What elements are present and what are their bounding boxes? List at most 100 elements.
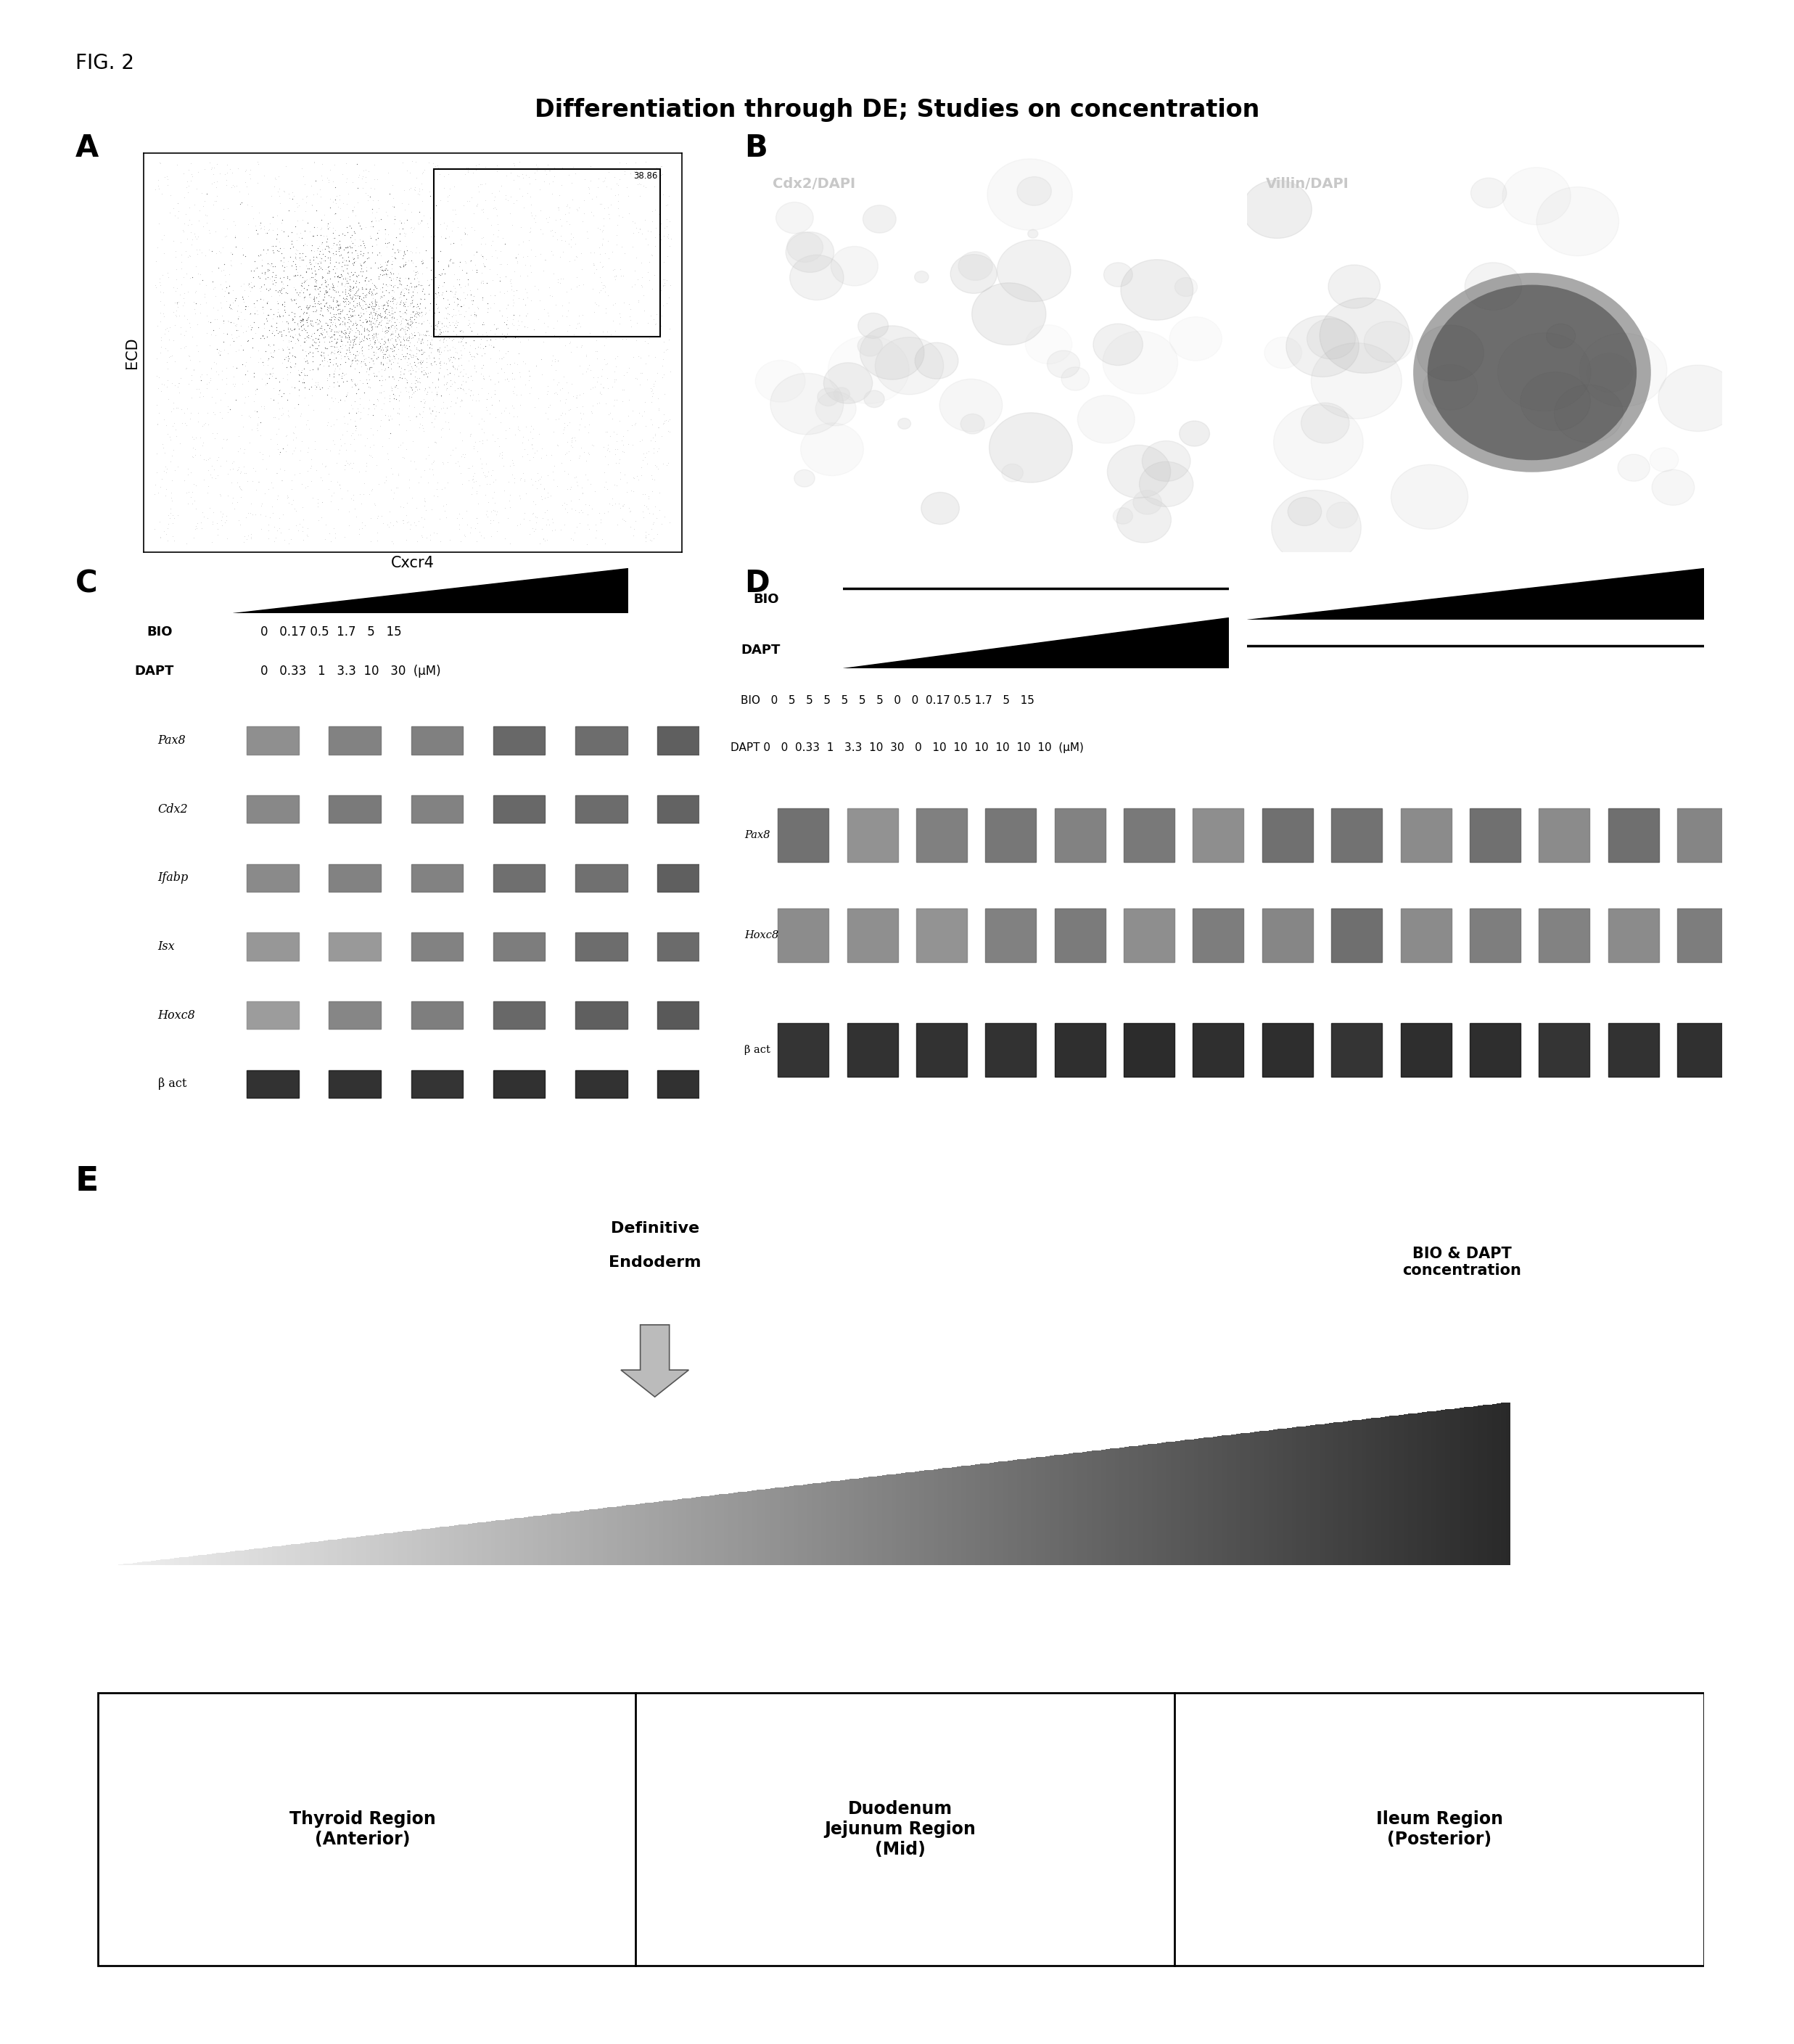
Circle shape: [960, 415, 985, 433]
Point: [273, 305, 301, 337]
Point: [239, 464, 267, 497]
Point: [366, 202, 395, 235]
Point: [382, 286, 411, 319]
Point: [348, 345, 377, 378]
Point: [605, 164, 633, 196]
Point: [282, 243, 310, 276]
Point: [319, 409, 348, 442]
Bar: [565, 1513, 570, 1566]
Point: [640, 464, 669, 497]
Point: [316, 409, 344, 442]
Point: [551, 509, 579, 542]
Point: [285, 241, 314, 274]
Point: [639, 378, 667, 411]
Point: [237, 341, 266, 374]
Bar: [542, 1515, 547, 1566]
Point: [404, 296, 432, 329]
Point: [325, 239, 353, 272]
Bar: [1263, 908, 1313, 963]
Point: [440, 323, 468, 356]
Point: [355, 352, 384, 384]
Bar: [1385, 1416, 1390, 1566]
Circle shape: [1028, 229, 1039, 237]
Point: [603, 227, 631, 260]
Point: [472, 390, 501, 423]
Point: [274, 307, 303, 339]
Point: [323, 303, 352, 335]
Point: [233, 466, 262, 499]
Point: [495, 450, 524, 482]
Point: [210, 280, 239, 313]
Point: [440, 309, 468, 341]
Point: [560, 221, 588, 253]
Bar: [328, 1539, 332, 1566]
Point: [553, 425, 581, 458]
Point: [502, 159, 531, 192]
Point: [445, 370, 474, 403]
Point: [549, 417, 578, 450]
Point: [565, 350, 594, 382]
Point: [325, 468, 353, 501]
Point: [282, 253, 310, 286]
Point: [359, 294, 388, 327]
Point: [535, 509, 563, 542]
Point: [362, 360, 391, 392]
Point: [411, 153, 440, 186]
Point: [339, 331, 368, 364]
Point: [335, 298, 364, 331]
Point: [644, 219, 673, 251]
Point: [343, 274, 371, 307]
Point: [305, 305, 334, 337]
Point: [648, 300, 676, 333]
Point: [352, 153, 380, 186]
Point: [266, 262, 294, 294]
Point: [319, 211, 348, 243]
Point: [346, 325, 375, 358]
Point: [305, 503, 334, 536]
Point: [483, 515, 511, 548]
Point: [237, 266, 266, 298]
Point: [212, 444, 240, 476]
Point: [366, 405, 395, 437]
Point: [262, 300, 291, 333]
Point: [405, 286, 434, 319]
Point: [538, 339, 567, 372]
Point: [335, 292, 364, 325]
Point: [321, 256, 350, 288]
Point: [529, 521, 558, 554]
Point: [215, 258, 244, 290]
Point: [309, 237, 337, 270]
Point: [246, 206, 274, 239]
Point: [325, 262, 353, 294]
Point: [278, 423, 307, 456]
Point: [377, 247, 405, 280]
Point: [361, 307, 389, 339]
Point: [350, 296, 379, 329]
Bar: [425, 1529, 431, 1566]
Point: [405, 345, 434, 378]
Point: [181, 286, 210, 319]
Point: [274, 341, 303, 374]
Bar: [1607, 807, 1659, 863]
Point: [303, 303, 332, 335]
Circle shape: [997, 239, 1071, 303]
Point: [359, 347, 388, 380]
Point: [307, 309, 335, 341]
Point: [565, 482, 594, 515]
Point: [605, 145, 633, 178]
Point: [298, 444, 327, 476]
Point: [391, 282, 420, 315]
Point: [389, 290, 418, 323]
Point: [610, 237, 639, 270]
Bar: [1310, 1425, 1315, 1566]
Text: Ileum Region
(Posterior): Ileum Region (Posterior): [1376, 1811, 1503, 1848]
Point: [339, 190, 368, 223]
Point: [310, 343, 339, 376]
Point: [352, 347, 380, 380]
Point: [418, 329, 447, 362]
Point: [603, 192, 631, 225]
Point: [389, 503, 418, 536]
Point: [384, 321, 413, 354]
Point: [257, 335, 285, 368]
Point: [483, 221, 511, 253]
